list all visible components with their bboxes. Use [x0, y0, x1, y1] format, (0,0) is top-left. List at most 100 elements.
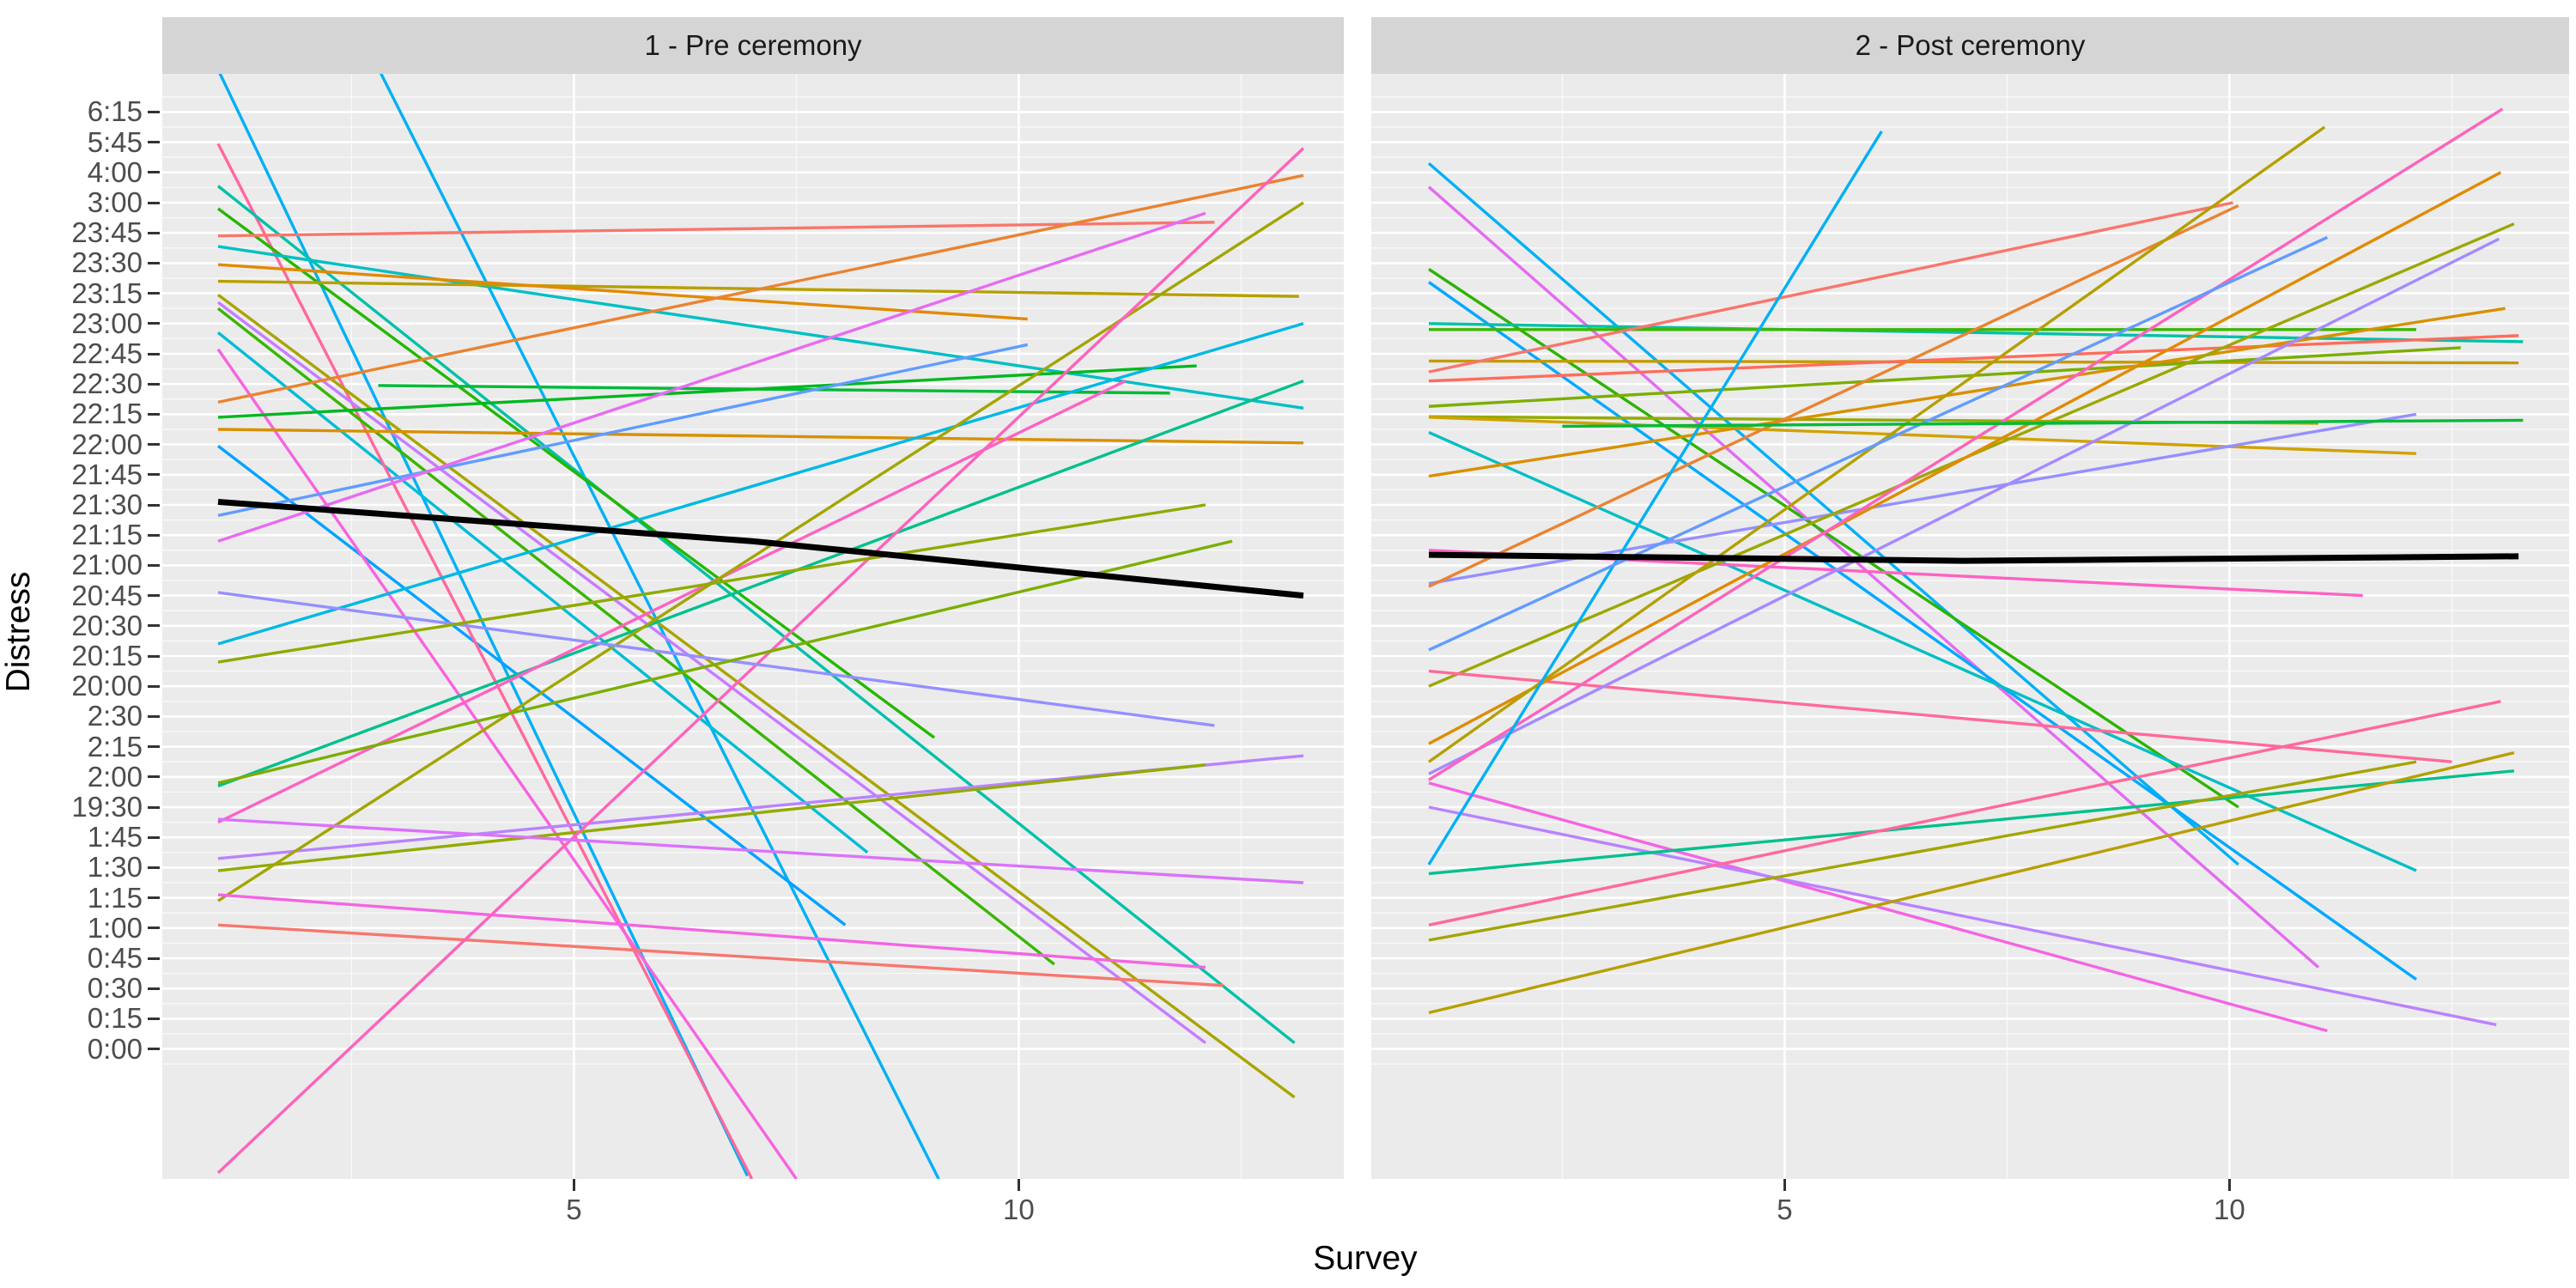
subject-trend-line: [216, 348, 798, 1179]
y-tick-label: 21:30: [71, 489, 143, 520]
subject-trend-line: [1428, 107, 2504, 781]
y-tick-label: 23:30: [71, 246, 143, 279]
y-tick-label: 20:45: [71, 579, 143, 611]
subject-trend-line: [217, 201, 1304, 902]
y-tick-mark: [148, 745, 160, 749]
subject-trend-line: [1428, 281, 2417, 981]
x-tick-mark: [2227, 1179, 2231, 1191]
y-tick-mark: [148, 352, 160, 355]
y-tick-mark: [148, 1017, 160, 1020]
facet-strip-pre-ceremony: 1 - Pre ceremony: [162, 17, 1344, 74]
y-tick-label: 5:45: [87, 125, 143, 158]
subject-trend-line: [1428, 237, 2500, 775]
y-tick-mark: [148, 533, 160, 537]
y-tick-label: 6:15: [87, 95, 143, 128]
y-tick-label: 1:45: [87, 821, 143, 854]
facet-strip-post-ceremony: 2 - Post ceremony: [1371, 17, 2569, 74]
facet-strip-label: 2 - Post ceremony: [1855, 29, 2086, 61]
y-tick-mark: [148, 382, 160, 386]
subject-trend-line: [217, 893, 1206, 969]
subject-trend-line: [1428, 235, 2329, 652]
y-tick-mark: [148, 322, 160, 325]
y-tick-label: 1:30: [87, 851, 143, 884]
facet-strip-label: 1 - Pre ceremony: [644, 29, 862, 61]
subject-trend-line: [1428, 416, 2417, 455]
subject-trend-line: [217, 221, 1215, 238]
y-tick-label: 20:15: [71, 640, 143, 671]
subject-trend-line: [1428, 268, 2239, 809]
y-tick-label: 22:45: [71, 337, 143, 369]
y-tick-mark: [148, 624, 160, 628]
y-tick-mark: [148, 171, 160, 174]
y-tick-label: 21:00: [71, 549, 143, 581]
x-tick-mark: [1783, 1179, 1786, 1191]
y-tick-label: 20:00: [71, 670, 143, 702]
y-tick-mark: [148, 654, 160, 658]
subject-trend-line: [1428, 805, 2497, 1027]
x-tick-mark: [572, 1179, 575, 1191]
y-tick-label: 2:30: [87, 700, 143, 732]
y-tick-mark: [148, 835, 160, 839]
y-tick-label: 23:00: [71, 307, 143, 339]
subject-trend-line: [217, 380, 1304, 787]
y-tick-mark: [148, 231, 160, 234]
y-tick-label: 1:15: [87, 881, 143, 914]
y-tick-mark: [148, 503, 160, 507]
subject-trend-line: [1428, 769, 2515, 876]
y-tick-mark: [148, 1048, 160, 1051]
subject-trend-line: [217, 763, 1206, 872]
subject-trend-line: [216, 307, 1055, 966]
y-tick-label: 22:15: [71, 398, 143, 430]
subject-trend-line: [217, 539, 1233, 785]
subject-trend-line: [216, 207, 935, 739]
subject-trend-line: [218, 74, 749, 1177]
panel-canvas: [162, 74, 1344, 1179]
x-axis-title: Survey: [1313, 1240, 1418, 1277]
y-tick-label: 19:30: [71, 791, 143, 823]
y-tick-mark: [148, 987, 160, 990]
y-tick-mark: [148, 261, 160, 264]
y-tick-mark: [148, 714, 160, 718]
subject-trend-line: [1428, 781, 2328, 1033]
y-tick-label: 20:30: [71, 609, 143, 641]
subject-trend-line: [217, 263, 1028, 321]
y-axis-tick-labels: 6:15 5:45 4:00 3:00 23:45 23:30 23:15 23:00 22:4…: [0, 0, 143, 1288]
subject-trend-line: [217, 322, 1304, 646]
mean-trend-line: [1428, 551, 2519, 564]
y-tick-mark: [148, 141, 160, 144]
y-tick-mark: [148, 805, 160, 809]
subject-trend-line: [1428, 346, 2461, 408]
y-tick-label: 22:30: [71, 368, 143, 400]
subject-trend-line: [217, 923, 1224, 987]
subject-trend-line: [1428, 204, 2239, 588]
y-tick-mark: [148, 473, 160, 477]
y-tick-label: 0:00: [87, 1032, 143, 1065]
subject-trend-line: [216, 143, 754, 1179]
y-tick-mark: [148, 927, 160, 930]
y-tick-label: 2:00: [87, 760, 143, 793]
subject-trend-line: [1428, 171, 2502, 745]
subject-trend-line: [216, 185, 1296, 1044]
y-tick-label: 22:00: [71, 428, 143, 460]
y-tick-mark: [148, 957, 160, 960]
subject-trend-line: [216, 147, 1305, 1175]
y-tick-mark: [148, 684, 160, 688]
x-tick-label: 10: [1003, 1194, 1035, 1225]
subject-trend-line: [1562, 418, 2524, 428]
y-tick-label: 21:45: [71, 458, 143, 490]
y-tick-mark: [148, 594, 160, 598]
y-tick-mark: [148, 412, 160, 416]
y-tick-mark: [148, 866, 160, 869]
y-tick-mark: [148, 775, 160, 779]
subject-trend-line: [1428, 430, 2417, 872]
y-tick-label: 23:45: [71, 216, 143, 249]
subject-trend-line: [217, 591, 1215, 727]
x-tick-label: 10: [2214, 1194, 2245, 1225]
y-tick-label: 23:15: [71, 276, 143, 309]
subject-trend-line: [217, 428, 1303, 445]
subject-trend-line: [216, 445, 847, 927]
subject-trend-line: [1428, 307, 2506, 478]
y-tick-label: 0:30: [87, 972, 143, 1005]
plot-panel-post-ceremony: [1371, 74, 2569, 1179]
